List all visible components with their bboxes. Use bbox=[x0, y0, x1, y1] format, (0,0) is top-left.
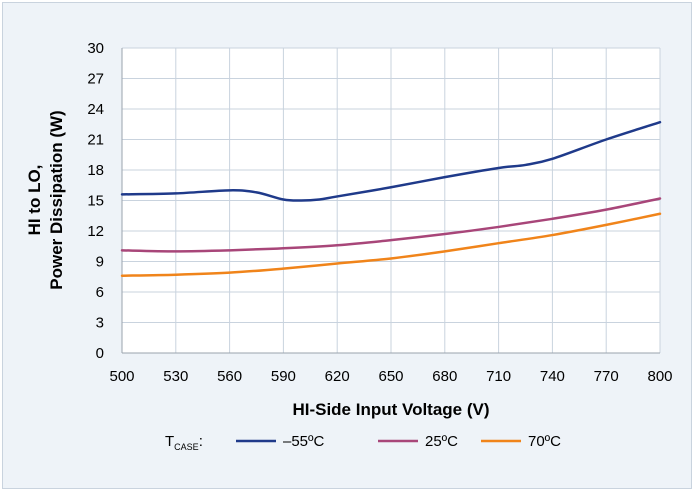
y-tick-label: 12 bbox=[87, 223, 104, 240]
x-tick-label: 800 bbox=[647, 368, 672, 385]
y-tick-label: 21 bbox=[87, 132, 104, 149]
x-tick-label: 530 bbox=[163, 368, 188, 385]
y-tick-label: 9 bbox=[96, 254, 104, 271]
series-lines bbox=[120, 120, 662, 277]
legend-item-label: –55ºC bbox=[283, 433, 325, 450]
grid bbox=[121, 47, 661, 354]
x-axis-title: HI-Side Input Voltage (V) bbox=[292, 400, 489, 419]
x-tick-label: 770 bbox=[594, 368, 619, 385]
legend-item-label: 70ºC bbox=[528, 433, 561, 450]
x-tick-label: 620 bbox=[325, 368, 350, 385]
x-tick-label: 740 bbox=[540, 368, 565, 385]
y-tick-labels: 0 3 6 9 12 15 18 21 24 27 30 bbox=[87, 40, 104, 362]
x-tick-labels: 500 530 560 590 620 650 680 710 740 770 800 bbox=[109, 368, 672, 385]
x-tick-label: 650 bbox=[378, 368, 403, 385]
y-tick-label: 24 bbox=[87, 101, 104, 118]
y-tick-label: 15 bbox=[87, 193, 104, 210]
y-axis-title-line1: HI to LO, bbox=[25, 165, 44, 236]
y-tick-label: 27 bbox=[87, 71, 104, 88]
y-axis-title-line2: Power Dissipation (W) bbox=[47, 110, 66, 289]
x-tick-label: 500 bbox=[109, 368, 134, 385]
x-tick-label: 680 bbox=[432, 368, 457, 385]
y-tick-label: 30 bbox=[87, 40, 104, 57]
series-line-0 bbox=[120, 120, 662, 202]
x-tick-label: 560 bbox=[217, 368, 242, 385]
y-tick-label: 18 bbox=[87, 162, 104, 179]
x-tick-label: 590 bbox=[271, 368, 296, 385]
y-tick-label: 0 bbox=[96, 345, 104, 362]
x-tick-label: 710 bbox=[486, 368, 511, 385]
legend-item-label: 25ºC bbox=[425, 433, 458, 450]
series-line-2 bbox=[120, 212, 662, 277]
legend-title: TCASE: bbox=[165, 433, 203, 452]
y-tick-label: 6 bbox=[96, 284, 104, 301]
y-tick-label: 3 bbox=[96, 315, 104, 332]
legend: TCASE: –55ºC 25ºC 70ºC bbox=[165, 433, 561, 452]
series-line-1 bbox=[120, 197, 662, 253]
